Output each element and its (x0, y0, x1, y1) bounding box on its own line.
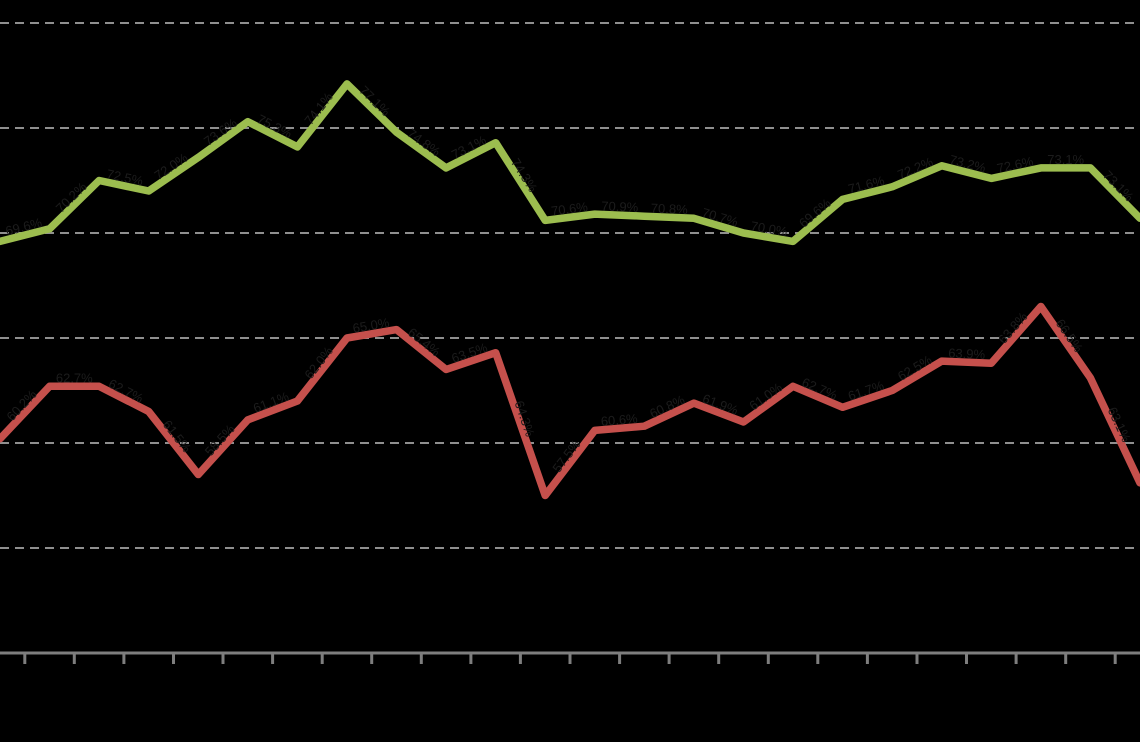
green-series-point-label: 70.0% (750, 218, 789, 239)
red-series-point-label: 62.7% (56, 370, 93, 385)
red-series-point-label: 63.9% (948, 345, 986, 362)
red-series-point-label: 60.6% (600, 411, 638, 429)
green-series-point-label: 70.8% (651, 201, 689, 218)
green-series-line (0, 80, 1140, 246)
green-series-point-label: 73.1% (1047, 152, 1084, 167)
red-series-line (0, 302, 1140, 500)
red-series-point-label: 65.0% (352, 315, 391, 336)
green-series-point-label: 70.6% (550, 199, 589, 219)
green-series-point-label: 70.9% (601, 198, 639, 215)
